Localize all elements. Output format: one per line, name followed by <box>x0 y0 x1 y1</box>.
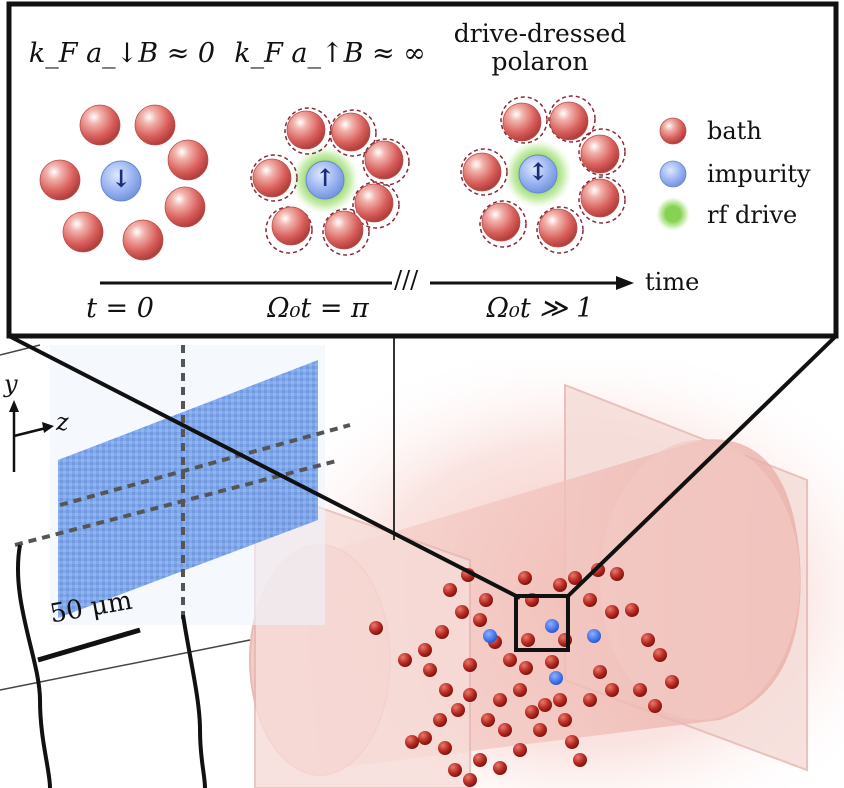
trap-bath-atom <box>633 683 647 697</box>
axis-z-arrow <box>13 426 47 438</box>
trap-bath-atom <box>473 753 487 767</box>
stage1-impurity <box>100 160 142 202</box>
trap-bath-atom <box>479 593 493 607</box>
trap-bath-atom <box>653 648 667 662</box>
legend-impurity-label: impurity <box>707 160 811 188</box>
trap-impurity-atom <box>545 619 559 633</box>
legend-impurity-symbol <box>659 160 687 188</box>
trap-bath-atom <box>498 723 512 737</box>
profile-curve-left <box>15 544 52 788</box>
trap-bath-atom <box>545 655 559 669</box>
trap-bath-atom <box>591 563 605 577</box>
trap-bath-atom <box>665 675 679 689</box>
trap-bath-atom <box>605 683 619 697</box>
trap-bath-atom <box>518 571 532 585</box>
zoom-line-left <box>8 334 521 600</box>
stage3-spin-arrow-icon: ↕ <box>527 157 549 186</box>
trap-bath-atom <box>433 713 447 727</box>
stage3-cluster <box>460 95 626 254</box>
trap-bath-atom <box>481 713 495 727</box>
trap-scene <box>0 334 844 788</box>
trap-bath-atom <box>435 625 449 639</box>
zoom-line-right <box>564 334 838 600</box>
trap-bath-atom <box>451 703 465 717</box>
trap-bath-atom <box>438 741 452 755</box>
legend-rf-label: rf drive <box>707 201 798 229</box>
trap-bath-atom <box>605 605 619 619</box>
legend-rf-symbol <box>656 197 690 231</box>
trap-bath-atom <box>493 761 507 775</box>
trap-bath-atom <box>503 653 517 667</box>
stage2-spin-arrow-icon: ↑ <box>314 163 336 192</box>
trap-impurity-atom <box>483 629 497 643</box>
stage3-title-line1: drive-dressed <box>453 19 627 48</box>
trap-impurity-atom <box>549 671 563 685</box>
trap-bath-atom <box>568 571 582 585</box>
trap-bath-atom <box>583 693 597 707</box>
trap-bath-atom <box>513 683 527 697</box>
time-axis-break: /// <box>394 266 419 294</box>
stage3-impurity <box>518 154 558 194</box>
stage1-cluster <box>39 104 209 261</box>
trap-bath-atom <box>473 613 487 627</box>
top-panel <box>6 1 839 339</box>
trap-bath-atom <box>573 753 587 767</box>
stage1-spin-arrow-icon: ↓ <box>110 164 132 193</box>
profile-curve-right <box>181 614 207 788</box>
trap-bath-atom <box>463 688 477 702</box>
stage2-cluster <box>250 107 410 256</box>
trap-bath-atom <box>423 663 437 677</box>
stage1-label: k_F a_↓B ≈ 0 <box>28 38 216 69</box>
tick-long: Ω₀t ≫ 1 <box>486 293 594 324</box>
stage3-title: drive-dressed polaron <box>420 20 660 76</box>
zoom-box <box>514 594 570 652</box>
trap-bath-atom <box>463 773 477 787</box>
trap-bath-atom <box>463 658 477 672</box>
trap-bath-atom <box>513 743 527 757</box>
trap-bath-atom <box>538 698 552 712</box>
trap-bath-atom <box>455 605 469 619</box>
trap-bath-atom <box>593 665 607 679</box>
trap-bath-atom <box>448 763 462 777</box>
trap-bath-atom <box>398 653 412 667</box>
stage2-impurity <box>305 160 345 200</box>
trap-bath-atom <box>521 633 535 647</box>
axis-y-label: y <box>4 370 18 398</box>
trap-bath-atom <box>443 583 457 597</box>
trap-bath-atom <box>553 578 567 592</box>
trap-bath-atom <box>519 661 533 675</box>
trap-bath-atom <box>553 693 567 707</box>
trap-bath-atom <box>405 735 419 749</box>
trap-bath-atom <box>610 567 624 581</box>
axis-z-label: z <box>56 408 69 436</box>
time-axis-arrowhead <box>616 276 634 290</box>
trap-bath-atom <box>648 699 662 713</box>
trap-bath-atom <box>418 643 432 657</box>
trap-bath-atom <box>418 731 432 745</box>
trap-bath-atom <box>583 593 597 607</box>
trap-atoms <box>369 563 679 787</box>
trap-bath-atom <box>369 621 383 635</box>
trap-bath-atom <box>525 705 539 719</box>
panel-frame <box>6 1 839 339</box>
legend-bath-label: bath <box>707 117 762 145</box>
stage2-label: k_F a_↑B ≈ ∞ <box>234 38 426 69</box>
time-axis-label: time <box>645 268 700 296</box>
trap-cylinder-end <box>600 440 800 720</box>
trap-bath-atom <box>641 633 655 647</box>
scale-bar <box>37 627 141 663</box>
trap-bath-atom <box>439 683 453 697</box>
stage3-title-line2: polaron <box>491 47 589 76</box>
trap-bath-atom <box>558 713 572 727</box>
trap-bath-atom <box>533 723 547 737</box>
legend-bath-symbol <box>659 117 687 145</box>
trap-bath-atom <box>625 603 639 617</box>
cloud-image <box>58 360 318 618</box>
tick-t0: t = 0 <box>86 293 154 324</box>
trap-bath-atom <box>565 735 579 749</box>
trap-impurity-atom <box>587 629 601 643</box>
trap-bath-atom <box>493 693 507 707</box>
tick-pi: Ω₀t = π <box>267 293 369 324</box>
